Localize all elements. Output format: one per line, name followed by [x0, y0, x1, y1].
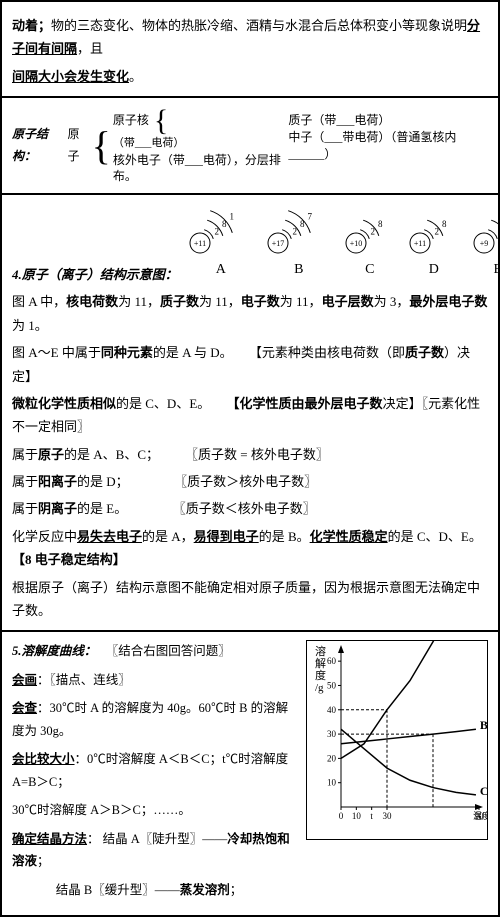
svg-text:t: t [370, 811, 373, 821]
intro-line2: 间隔大小会发生变化。 [12, 65, 488, 88]
svg-text:C: C [480, 784, 487, 798]
s4-line-atom: 属于原子的是 A、B、C； 〖质子数 = 核外电子数〗 [12, 443, 488, 466]
section4-title: 4.原子（离子）结构示意图： [12, 263, 178, 286]
svg-text:B: B [480, 719, 487, 733]
s4-line-nucleus: 图 A 中，核电荷数为 11，质子数为 11，电子数为 11，电子层数为 3，最… [12, 290, 488, 337]
svg-text:7: 7 [307, 212, 312, 222]
atom-structure-brace: 原子结构： 原子 { 原子核 { （带___电荷） 核外电子（带___电荷），分… [12, 106, 488, 185]
svg-text:+17: +17 [272, 239, 285, 248]
svg-text:8: 8 [378, 219, 383, 229]
svg-text:30: 30 [327, 729, 337, 739]
s4-line-similar: 微粒化学性质相似的是 C、D、E。 【化学性质由最外层电子数决定】〖元素化性不一… [12, 392, 488, 439]
s4-line-cation: 属于阳离子的是 D； 〖质子数＞核外电子数〗 [12, 470, 488, 493]
atom-diagram-E: +928E [472, 209, 500, 282]
s4-line-same-element: 图 A～E 中属于同种元素的是 A 与 D。 【元素种类由核电荷数（即质子数）决… [12, 341, 488, 388]
section-4: 4.原子（离子）结构示意图： +11281A+17287B+1028C+1128… [12, 203, 488, 622]
svg-text:8: 8 [442, 219, 447, 229]
svg-text:1: 1 [229, 212, 234, 222]
s5-crystal2: 结晶 B〖缓升型〗——蒸发溶剂； [12, 879, 488, 902]
svg-text:温度/℃: 温度/℃ [473, 810, 487, 821]
svg-text:50: 50 [327, 681, 337, 691]
svg-text:10: 10 [327, 778, 337, 788]
svg-text:+10: +10 [350, 239, 363, 248]
divider [2, 193, 498, 195]
atom-diagram-C: +1028C [344, 209, 396, 282]
divider [2, 630, 498, 632]
atom-diagram-B: +17287B [266, 209, 332, 282]
svg-text:解: 解 [315, 656, 326, 670]
svg-text:20: 20 [327, 754, 337, 764]
divider [2, 96, 498, 98]
s4-line-reactivity: 化学反应中易失去电子的是 A，易得到电子的是 B。化学性质稳定的是 C、D、E。… [12, 525, 488, 572]
section-5: 溶解度/g102030405060010t3090温度/℃ABC 5.溶解度曲线… [12, 640, 488, 907]
svg-text:10: 10 [352, 811, 362, 821]
atom-diagram-A: +11281A [188, 209, 254, 282]
s4-line-mass: 根据原子（离子）结构示意图不能确定相对原子质量，因为根据示意图无法确定中子数。 [12, 576, 488, 623]
svg-text:+9: +9 [480, 239, 489, 248]
svg-text:30: 30 [383, 811, 393, 821]
solubility-chart: 溶解度/g102030405060010t3090温度/℃ABC [306, 640, 488, 839]
atom-diagrams-row: +11281A+17287B+1028C+1128D +928E [188, 209, 500, 282]
atom-diagram-D: +1128D [408, 209, 460, 282]
svg-text:+11: +11 [194, 239, 206, 248]
svg-text:/g: /g [315, 682, 324, 694]
document-page: 动着；物的三态变化、物体的热胀冷缩、酒精与水混合后总体积变小等现象说明分子间有间… [0, 0, 500, 917]
svg-text:0: 0 [339, 811, 344, 821]
svg-text:60: 60 [327, 657, 337, 667]
svg-text:40: 40 [327, 705, 337, 715]
svg-text:度: 度 [315, 668, 326, 682]
svg-text:溶: 溶 [315, 644, 326, 658]
s4-line-anion: 属于阴离子的是 E。 〖质子数＜核外电子数〗 [12, 497, 488, 520]
intro-line1: 动着；物的三态变化、物体的热胀冷缩、酒精与水混合后总体积变小等现象说明分子间有间… [12, 14, 488, 61]
svg-text:+11: +11 [414, 239, 426, 248]
